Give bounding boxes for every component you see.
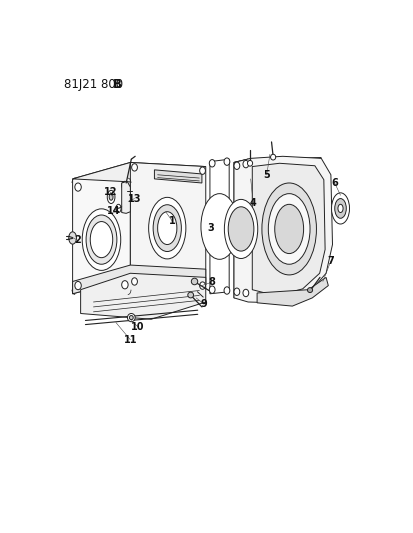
Ellipse shape [274,204,303,254]
Text: 11: 11 [123,335,137,345]
Ellipse shape [209,286,214,293]
Ellipse shape [307,288,312,293]
Ellipse shape [148,197,185,259]
Polygon shape [81,273,205,319]
Polygon shape [121,181,130,213]
Ellipse shape [242,289,248,297]
Text: 14: 14 [107,206,120,216]
Text: 8: 8 [208,277,214,287]
Ellipse shape [224,199,257,259]
Polygon shape [233,158,320,163]
Polygon shape [72,163,205,183]
Polygon shape [252,163,324,296]
Ellipse shape [107,190,115,204]
Text: 9: 9 [200,299,207,309]
Text: 10: 10 [131,321,144,332]
Ellipse shape [242,160,248,168]
Ellipse shape [233,162,239,169]
Polygon shape [233,156,332,303]
Ellipse shape [233,288,239,295]
Ellipse shape [331,193,349,224]
Ellipse shape [337,204,342,213]
Text: 4: 4 [249,198,256,208]
Ellipse shape [90,222,112,257]
Ellipse shape [131,278,137,285]
Ellipse shape [223,287,229,294]
Ellipse shape [153,205,181,252]
Ellipse shape [109,193,113,200]
Text: 81J21 800: 81J21 800 [64,78,123,91]
Text: B: B [113,78,122,91]
Ellipse shape [199,167,205,174]
Ellipse shape [75,281,81,289]
Ellipse shape [157,212,176,245]
Polygon shape [233,159,247,298]
Ellipse shape [69,232,76,244]
Polygon shape [72,265,205,294]
Ellipse shape [131,164,137,171]
Ellipse shape [199,282,205,289]
Polygon shape [256,277,328,306]
Ellipse shape [200,193,237,260]
Ellipse shape [75,183,81,191]
Ellipse shape [223,158,229,165]
Text: 7: 7 [327,256,333,266]
Ellipse shape [129,316,133,320]
Ellipse shape [209,159,214,167]
Text: 12: 12 [104,187,117,197]
Text: 13: 13 [128,193,141,204]
Ellipse shape [268,193,309,264]
Ellipse shape [127,313,135,322]
Polygon shape [130,163,205,285]
Text: 5: 5 [263,170,269,180]
Ellipse shape [121,281,128,289]
Text: 1: 1 [168,216,175,226]
Ellipse shape [228,207,253,251]
Ellipse shape [82,209,121,270]
Ellipse shape [261,183,316,275]
Text: 6: 6 [330,178,337,188]
Ellipse shape [116,204,121,213]
Polygon shape [154,170,202,183]
Ellipse shape [334,199,345,219]
Ellipse shape [191,278,197,285]
Polygon shape [72,163,130,294]
Ellipse shape [86,215,116,264]
Text: 3: 3 [206,223,214,233]
Text: 2: 2 [74,236,81,245]
Ellipse shape [247,160,252,166]
Ellipse shape [188,292,193,298]
Ellipse shape [270,154,275,160]
Polygon shape [209,159,229,294]
Ellipse shape [121,181,128,190]
